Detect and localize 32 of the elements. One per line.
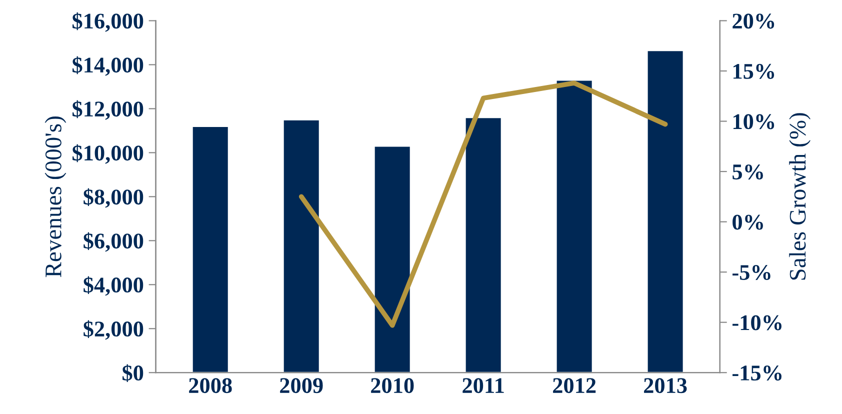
y-tick-label: $8,000 (84, 188, 144, 208)
y-tick-label: $4,000 (84, 276, 144, 296)
y-tick-label: $10,000 (72, 144, 144, 164)
y-axis-title: Revenues (000's) (44, 116, 66, 278)
bar (282, 118, 320, 373)
bar (464, 116, 502, 373)
x-tick-label: 2008 (189, 378, 232, 394)
x-tick-label: 2010 (371, 378, 414, 394)
x-tick-label: 2012 (553, 378, 596, 394)
y2-tick-label: -5% (732, 264, 770, 280)
y2-tick-label: 0% (732, 214, 763, 230)
y2-tick-label: 10% (733, 114, 774, 130)
x-tick-label: 2011 (462, 378, 504, 394)
bar (646, 50, 684, 373)
y2-tick-label: 15% (733, 64, 774, 79)
y2-tick-label: -15% (732, 366, 782, 381)
y2-tick-label: -10% (732, 315, 782, 330)
y2-axis-title: Sales Growth (%) (789, 113, 811, 280)
bar (373, 145, 412, 373)
y2-tick-label: 20% (732, 14, 774, 29)
y-tick-label: $16,000 (72, 12, 144, 32)
bar (191, 126, 230, 373)
y-tick-label: $12,000 (72, 100, 144, 120)
x-tick-label: 2013 (644, 378, 687, 394)
y-tick-label: $2,000 (84, 320, 144, 340)
x-tick-label: 2009 (280, 378, 323, 394)
y-tick-label: $6,000 (84, 232, 144, 252)
line-series (298, 80, 668, 328)
y-tick-label: $14,000 (72, 56, 144, 76)
bar (555, 79, 594, 373)
y-tick-label: $0 (122, 364, 144, 382)
y2-tick-label: 5% (732, 164, 763, 180)
